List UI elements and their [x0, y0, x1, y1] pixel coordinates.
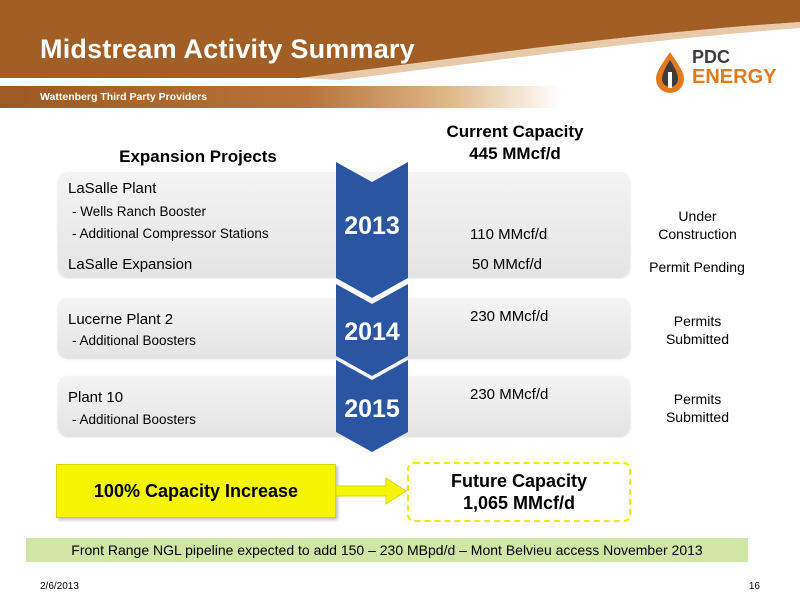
project-status: Permits Submitted	[640, 390, 755, 426]
project-sub-item: - Wells Ranch Booster	[72, 204, 207, 219]
project-sub-item: - Additional Boosters	[72, 333, 196, 348]
current-capacity-label: Current Capacity	[446, 122, 584, 141]
project-sub-item: - Additional Compressor Stations	[72, 226, 269, 241]
project-status: Permits Submitted	[640, 312, 755, 348]
drop-icon	[656, 52, 684, 93]
header-band	[0, 0, 800, 80]
page-number: 16	[748, 581, 760, 592]
project-name: Plant 10	[68, 389, 124, 406]
status-line: Construction	[658, 226, 737, 242]
page-title: Midstream Activity Summary	[40, 34, 415, 64]
pipeline-note: Front Range NGL pipeline expected to add…	[26, 538, 748, 562]
page-subtitle: Wattenberg Third Party Providers	[40, 91, 208, 103]
capacity-increase-box: 100% Capacity Increase	[56, 464, 336, 518]
future-capacity-box: Future Capacity 1,065 MMcf/d	[407, 462, 631, 522]
current-capacity-heading: Current Capacity 445 MMcf/d	[410, 121, 620, 165]
company-logo: PDC ENERGY	[652, 48, 777, 96]
year-label-2014: 2014	[344, 318, 400, 346]
expansion-projects-heading: Expansion Projects	[119, 147, 277, 166]
future-capacity-label: Future Capacity	[450, 471, 588, 491]
capacity-value: 230 MMcf/d	[470, 386, 549, 403]
capacity-value: 50 MMcf/d	[472, 256, 543, 273]
status-line: Submitted	[665, 409, 730, 425]
capacity-value: 230 MMcf/d	[470, 308, 549, 325]
year-chevron-2014	[336, 284, 408, 376]
project-sub-item: - Additional Boosters	[72, 412, 196, 427]
year-label-2013: 2013	[344, 212, 400, 240]
project-name: Lucerne Plant 2	[68, 311, 174, 328]
year-chevron-2015	[336, 360, 408, 452]
logo-text-energy: ENERGY	[692, 66, 777, 88]
slide-header: Midstream Activity Summary Wattenberg Th…	[0, 0, 800, 108]
capacity-value: 110 MMcf/d	[470, 226, 548, 243]
year-label-2015: 2015	[344, 395, 400, 423]
subtitle-bar	[0, 86, 560, 108]
project-name: LaSalle Plant	[68, 180, 157, 197]
future-capacity-value: 1,065 MMcf/d	[462, 493, 576, 513]
status-line: Under	[678, 208, 717, 224]
slide-date: 2/6/2013	[40, 581, 79, 592]
current-capacity-value: 445 MMcf/d	[469, 144, 561, 163]
project-status: Permit Pending	[649, 259, 745, 275]
status-line: Permits	[673, 391, 722, 407]
year-chevron-2013	[336, 162, 408, 298]
status-line: Permits	[673, 313, 722, 329]
arrow-right-icon	[335, 477, 407, 505]
project-name: LaSalle Expansion	[68, 256, 193, 273]
project-status: Under Construction	[640, 207, 755, 243]
logo-text-pdc: PDC	[692, 47, 731, 67]
status-line: Submitted	[665, 331, 730, 347]
